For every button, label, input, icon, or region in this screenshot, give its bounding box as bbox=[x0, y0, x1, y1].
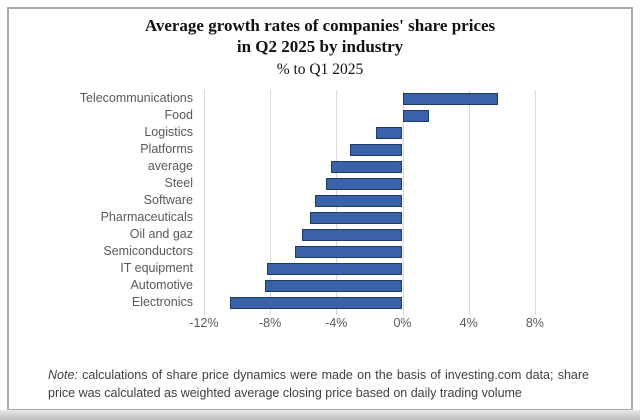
zero-gridline bbox=[402, 90, 404, 311]
gridline bbox=[203, 90, 205, 311]
x-axis-tick-label: 4% bbox=[459, 316, 478, 330]
bar bbox=[294, 245, 403, 258]
gridline bbox=[468, 90, 470, 311]
bar bbox=[314, 194, 403, 207]
figure-frame bbox=[7, 7, 633, 411]
bar bbox=[326, 177, 403, 190]
x-axis-tick-mark bbox=[270, 311, 272, 315]
bottom-shadow bbox=[0, 410, 640, 420]
x-axis-tick-label: 8% bbox=[525, 316, 544, 330]
x-axis-tick-mark bbox=[203, 311, 205, 315]
note-body: calculations of share price dynamics wer… bbox=[48, 368, 589, 401]
chart-title-line2: in Q2 2025 by industry bbox=[236, 37, 404, 56]
category-label: Pharmaceuticals bbox=[100, 210, 193, 224]
bar bbox=[230, 296, 403, 309]
gridline bbox=[270, 90, 272, 311]
bar bbox=[266, 262, 403, 275]
category-label: Oil and gaz bbox=[129, 227, 193, 241]
chart-header: Average growth rates of companies' share… bbox=[20, 15, 620, 81]
bar bbox=[376, 126, 403, 139]
chart-title-line1: Average growth rates of companies' share… bbox=[144, 16, 496, 35]
x-axis-tick-label: -8% bbox=[258, 316, 282, 330]
plot-area bbox=[200, 90, 633, 315]
category-label: Semiconductors bbox=[103, 244, 193, 258]
x-axis-tick-label: -12% bbox=[189, 316, 219, 330]
x-axis-tick-mark bbox=[402, 311, 404, 315]
category-label: Automotive bbox=[130, 278, 193, 292]
bar bbox=[309, 211, 403, 224]
x-axis-tick-mark bbox=[336, 311, 338, 315]
bar bbox=[402, 92, 499, 105]
bar bbox=[265, 279, 403, 292]
note-text: Note: calculations of share price dynami… bbox=[48, 366, 589, 402]
note-prefix: Note: bbox=[48, 368, 78, 382]
category-label: Electronics bbox=[131, 295, 193, 309]
category-label: Steel bbox=[164, 176, 194, 190]
category-label: IT equipment bbox=[120, 261, 193, 275]
category-label: Logistics bbox=[144, 125, 193, 139]
bar bbox=[301, 228, 403, 241]
category-label: Telecommunications bbox=[79, 91, 193, 105]
bar bbox=[331, 160, 403, 173]
category-label: Platforms bbox=[140, 142, 193, 156]
category-label: Food bbox=[164, 108, 194, 122]
x-axis-tick-mark bbox=[534, 311, 536, 315]
chart-subtitle: % to Q1 2025 bbox=[276, 61, 364, 78]
category-label: Software bbox=[143, 193, 193, 207]
x-axis-tick-mark bbox=[468, 311, 470, 315]
bar bbox=[349, 143, 403, 156]
bar bbox=[402, 109, 429, 122]
x-axis-tick-label: 0% bbox=[393, 316, 412, 330]
gridline bbox=[534, 90, 536, 311]
category-label: average bbox=[147, 159, 193, 173]
x-axis-tick-label: -4% bbox=[325, 316, 348, 330]
